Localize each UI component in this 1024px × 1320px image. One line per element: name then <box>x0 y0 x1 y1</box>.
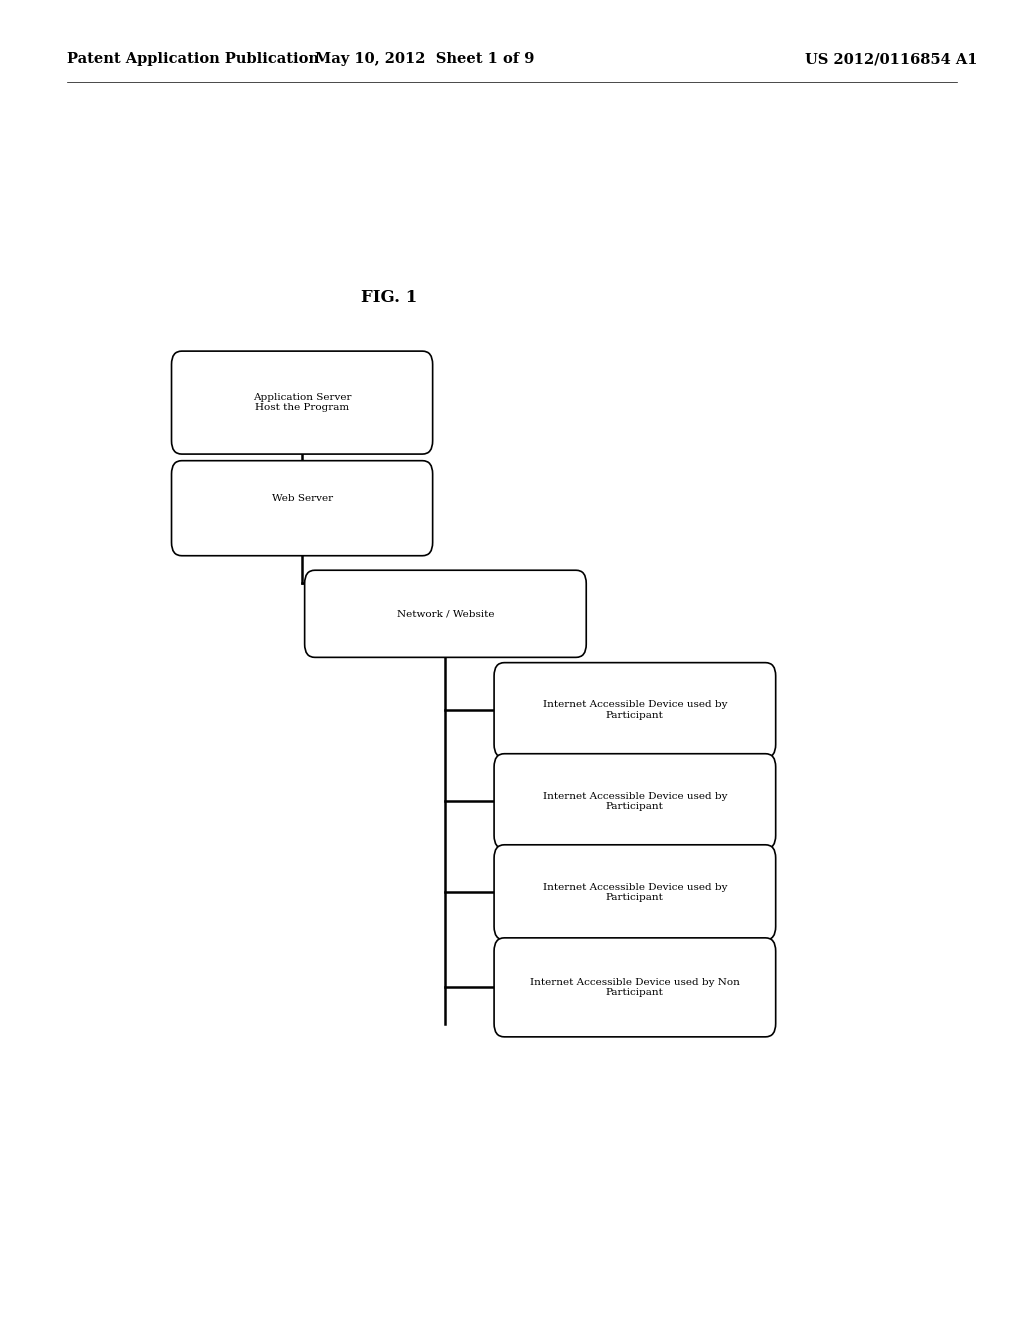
Text: Internet Accessible Device used by
Participant: Internet Accessible Device used by Parti… <box>543 792 727 810</box>
Text: Internet Accessible Device used by
Participant: Internet Accessible Device used by Parti… <box>543 883 727 902</box>
Text: Internet Accessible Device used by
Participant: Internet Accessible Device used by Parti… <box>543 701 727 719</box>
FancyBboxPatch shape <box>494 663 776 758</box>
Text: May 10, 2012  Sheet 1 of 9: May 10, 2012 Sheet 1 of 9 <box>315 53 535 66</box>
Text: US 2012/0116854 A1: US 2012/0116854 A1 <box>805 53 977 66</box>
Text: Web Server: Web Server <box>271 495 333 503</box>
FancyBboxPatch shape <box>494 754 776 849</box>
Text: Application Server
Host the Program: Application Server Host the Program <box>253 393 351 412</box>
Text: Internet Accessible Device used by Non
Participant: Internet Accessible Device used by Non P… <box>530 978 739 997</box>
FancyBboxPatch shape <box>305 570 586 657</box>
Text: FIG. 1: FIG. 1 <box>361 289 417 305</box>
FancyBboxPatch shape <box>171 351 432 454</box>
Text: Patent Application Publication: Patent Application Publication <box>67 53 318 66</box>
FancyBboxPatch shape <box>494 937 776 1038</box>
FancyBboxPatch shape <box>171 461 432 556</box>
Text: Network / Website: Network / Website <box>396 610 495 618</box>
FancyBboxPatch shape <box>494 845 776 940</box>
